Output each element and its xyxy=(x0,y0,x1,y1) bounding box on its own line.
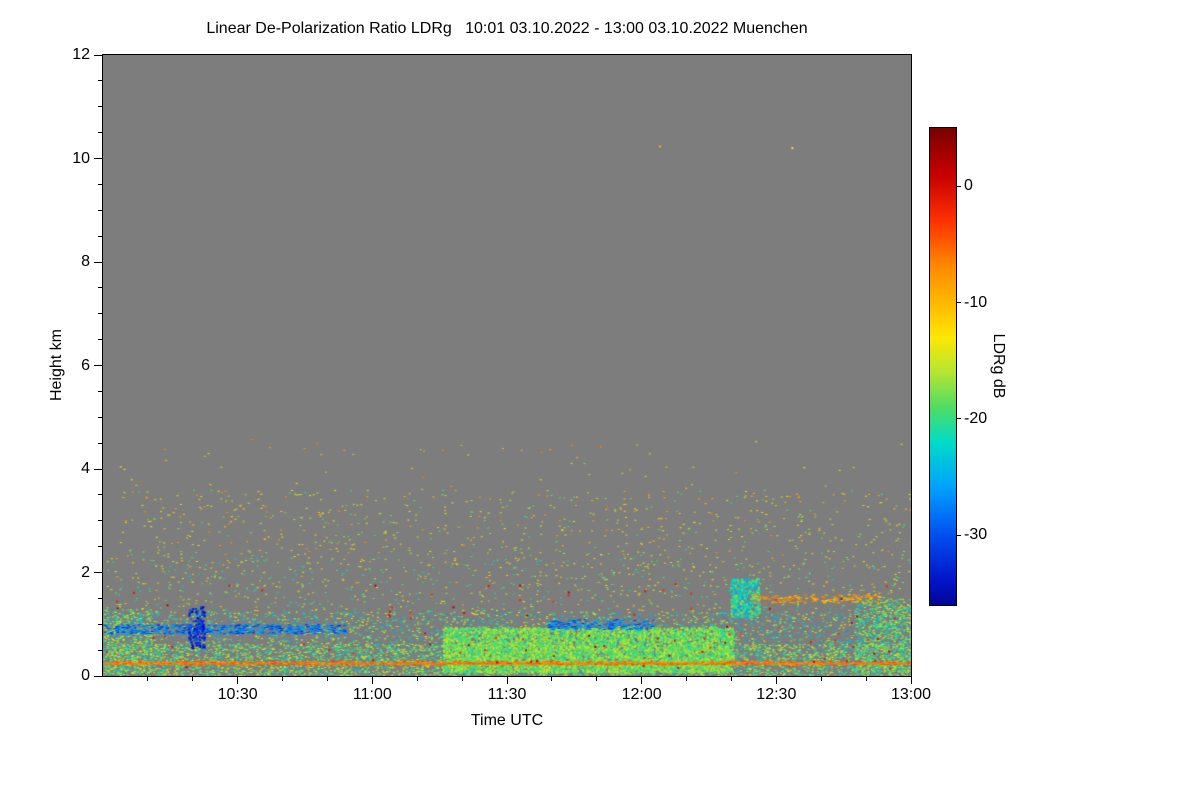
y-minor-tick xyxy=(98,416,102,418)
colorbar xyxy=(929,127,957,606)
x-tick xyxy=(506,677,508,684)
x-axis-label: Time UTC xyxy=(470,712,544,729)
y-minor-tick xyxy=(98,494,102,496)
x-minor-tick xyxy=(551,677,553,681)
x-tick xyxy=(237,677,239,684)
y-tick xyxy=(94,468,102,470)
y-tick xyxy=(94,675,102,677)
x-minor-tick xyxy=(596,677,598,681)
y-tick xyxy=(94,54,102,56)
x-tick-label: 10:30 xyxy=(217,686,258,703)
y-tick xyxy=(94,158,102,159)
x-tick xyxy=(910,677,912,684)
colorbar-tick-label: -20 xyxy=(964,409,988,427)
y-tick xyxy=(94,572,102,573)
y-minor-tick xyxy=(98,520,102,522)
colorbar-tick xyxy=(957,534,961,536)
x-minor-tick xyxy=(820,677,822,681)
x-tick-label: 12:30 xyxy=(756,686,797,703)
colorbar-tick-label: 0 xyxy=(964,177,973,195)
y-tick-label: 0 xyxy=(81,667,90,684)
x-tick xyxy=(775,677,777,684)
y-minor-tick xyxy=(98,287,102,289)
y-tick-label: 8 xyxy=(81,253,90,270)
y-tick-label: 6 xyxy=(81,356,90,374)
x-minor-tick xyxy=(461,677,463,681)
y-minor-tick xyxy=(98,209,102,211)
y-tick xyxy=(94,365,102,366)
y-minor-tick xyxy=(98,106,102,108)
y-tick-label: 4 xyxy=(81,460,90,477)
x-minor-tick xyxy=(147,677,149,681)
y-minor-tick xyxy=(98,649,102,651)
x-tick-label: 11:30 xyxy=(487,686,527,703)
colorbar-tick xyxy=(957,418,961,420)
x-minor-tick xyxy=(686,677,688,681)
y-tick-label: 2 xyxy=(81,563,90,581)
colorbar-tick xyxy=(957,185,961,187)
y-minor-tick xyxy=(98,80,102,82)
x-minor-tick xyxy=(282,677,284,681)
y-minor-tick xyxy=(98,235,102,237)
y-tick xyxy=(94,261,102,263)
y-minor-tick xyxy=(98,442,102,444)
y-minor-tick xyxy=(98,546,102,548)
x-minor-tick xyxy=(416,677,418,681)
colorbar-tick-label: -10 xyxy=(964,293,988,311)
x-tick-label: 12:00 xyxy=(621,686,662,703)
colorbar-tick-label: -30 xyxy=(964,526,988,544)
x-minor-tick xyxy=(865,677,867,681)
y-minor-tick xyxy=(98,390,102,392)
x-tick-label: 11:00 xyxy=(352,686,392,703)
colorbar-canvas xyxy=(930,128,956,605)
y-tick-label: 10 xyxy=(72,149,90,167)
colorbar-axis-label: LDRg dB xyxy=(990,333,1007,399)
plot-area xyxy=(102,54,912,677)
chart-title: Linear De-Polarization Ratio LDRg 10:01 … xyxy=(206,20,808,37)
y-minor-tick xyxy=(98,339,102,341)
x-tick-label: 13:00 xyxy=(890,686,932,703)
heatmap-canvas xyxy=(103,55,911,676)
y-minor-tick xyxy=(98,623,102,625)
colorbar-tick xyxy=(957,302,961,303)
x-tick xyxy=(641,677,643,684)
x-minor-tick xyxy=(730,677,732,681)
y-tick-label: 12 xyxy=(72,46,90,63)
y-minor-tick xyxy=(98,183,102,185)
y-minor-tick xyxy=(98,132,102,134)
x-minor-tick xyxy=(192,677,194,681)
y-minor-tick xyxy=(98,313,102,315)
x-tick xyxy=(371,677,373,684)
y-minor-tick xyxy=(98,597,102,599)
x-minor-tick xyxy=(326,677,328,681)
